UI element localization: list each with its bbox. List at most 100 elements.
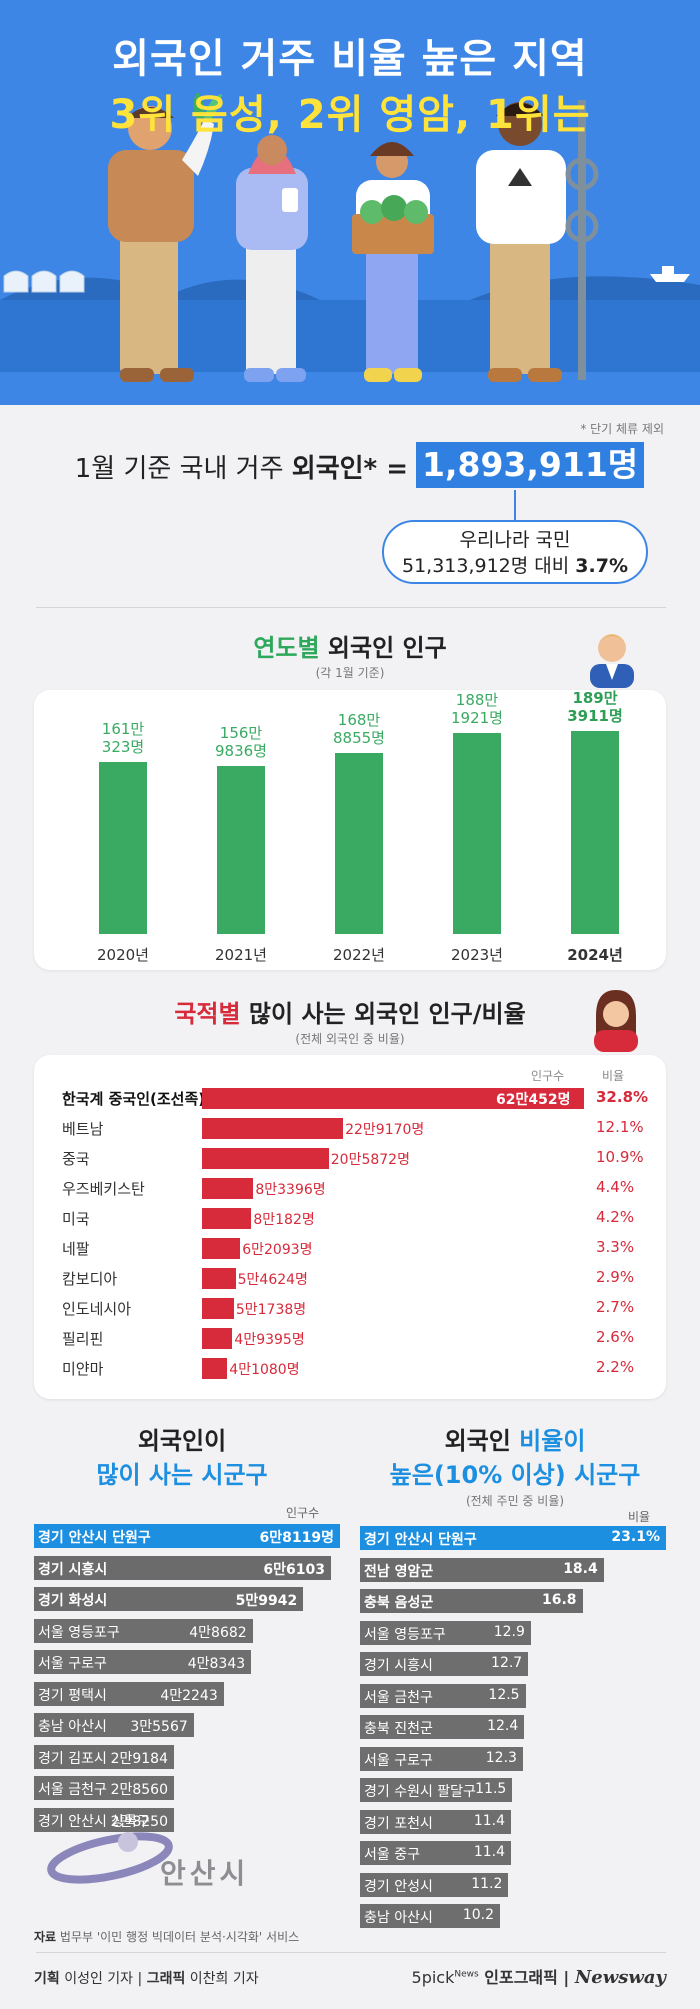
left_list-row: 서울 구로구 4만8343 bbox=[34, 1650, 252, 1674]
right-title-line1-a: 외국인 bbox=[444, 1427, 520, 1455]
nationality-value: 6만2093명 bbox=[242, 1242, 313, 1258]
left_list-value: 2만8250 bbox=[110, 1813, 168, 1830]
left-title-line2: 많이 사는 시군구 bbox=[96, 1461, 268, 1489]
year-tick-label: 2020년 bbox=[97, 946, 149, 964]
year-bar bbox=[453, 732, 501, 934]
right_list-row: 경기 안산시 단원구 23.1% bbox=[360, 1526, 666, 1550]
credit-graphic-label: 그래픽 bbox=[146, 1971, 186, 1987]
right_list-name: 서울 구로구 bbox=[364, 1752, 433, 1769]
nationality-value: 8만182명 bbox=[253, 1212, 315, 1228]
left_list-name: 경기 시흥시 bbox=[38, 1561, 108, 1578]
yearly-subtitle: (각 1월 기준) bbox=[315, 666, 385, 680]
nationality-bar bbox=[202, 1088, 584, 1109]
ansan-logo-icon bbox=[47, 1832, 173, 1884]
credits: 기획 이성인 기자 | 그래픽 이찬희 기자 bbox=[34, 1968, 259, 1988]
year-tick-label: 2023년 bbox=[451, 946, 503, 964]
right_list-value: 11.4 bbox=[473, 1844, 505, 1860]
nationality-bar bbox=[202, 1328, 233, 1349]
right_list-row: 충북 진천군 12.4 bbox=[360, 1715, 525, 1739]
yearly-title-accent: 연도별 bbox=[253, 634, 320, 662]
left_list-row: 경기 시흥시 6만6103 bbox=[34, 1555, 331, 1580]
right_list-row: 경기 수원시 팔달구 11.5 bbox=[360, 1778, 513, 1802]
nationality-name: 중국 bbox=[62, 1150, 90, 1168]
nationality-name: 한국계 중국인(조선족) bbox=[62, 1090, 206, 1108]
hero-illustration bbox=[0, 92, 700, 405]
credit-plan: 이성인 기자 | bbox=[59, 1971, 147, 1987]
nationality-bar bbox=[202, 1268, 236, 1289]
share-box: 우리나라 국민 51,313,912명 대비 3.7% bbox=[382, 520, 648, 584]
left_list-value: 3만5567 bbox=[130, 1719, 188, 1735]
left_list-row: 경기 안산시 상록구 2만8250 bbox=[34, 1807, 174, 1832]
right-list: 경기 안산시 단원구 23.1% 전남 영암군 18.4 충북 음성군 16.8 서울 영등… bbox=[360, 1526, 670, 1928]
nationality-value: 5만1738명 bbox=[235, 1302, 307, 1318]
year-value-label: 188만 1921명 bbox=[422, 691, 532, 727]
nationality-title-accent: 국적별 bbox=[174, 1000, 241, 1028]
total-label-prefix: 1월 기준 국내 거주 bbox=[74, 454, 292, 484]
nationality-title-rest: 많이 사는 외국인 인구/비율 bbox=[240, 1000, 526, 1028]
nationality-bar bbox=[202, 1118, 344, 1139]
right_list-row: 서울 중구 11.4 bbox=[360, 1841, 511, 1865]
left_list-name: 경기 평택시 bbox=[38, 1687, 107, 1704]
right_list-value: 11.5 bbox=[475, 1781, 507, 1797]
total-summary: 1월 기준 국내 거주 외국인* = 1,893,911명 bbox=[0, 440, 700, 490]
nationality-bar bbox=[202, 1148, 329, 1169]
right_list-value: 12.4 bbox=[487, 1718, 519, 1734]
nationality-pct: 32.8% bbox=[596, 1088, 649, 1106]
divider bbox=[36, 607, 666, 608]
nationality-pct: 2.2% bbox=[596, 1358, 635, 1376]
nationality-pct: 4.2% bbox=[596, 1208, 635, 1226]
right_list-name: 경기 수원시 팔달구 bbox=[364, 1784, 476, 1800]
nationality-bar bbox=[202, 1238, 241, 1259]
nationality-name: 인도네시아 bbox=[62, 1300, 132, 1318]
nationality-name: 미국 bbox=[62, 1210, 90, 1228]
right_list-value: 23.1% bbox=[611, 1529, 660, 1545]
left-list: 경기 안산시 단원구 6만8119명 경기 시흥시 6만6103 경기 화성시 5만994… bbox=[34, 1524, 344, 1844]
left_list-row: 서울 영등포구 4만8682 bbox=[34, 1618, 253, 1643]
nationality-pct: 10.9% bbox=[596, 1148, 644, 1166]
nationality-pct: 2.6% bbox=[596, 1328, 635, 1346]
source-label: 자료 bbox=[34, 1930, 57, 1944]
brand-5pick: 5pick bbox=[411, 1968, 455, 1987]
right_list-name: 경기 안산시 단원구 bbox=[364, 1532, 477, 1548]
nationality-name: 캄보디아 bbox=[62, 1270, 118, 1288]
right_list-name: 충북 진천군 bbox=[364, 1721, 433, 1737]
nationality-row: 캄보디아 5만4624명 2.9% bbox=[34, 1265, 666, 1291]
nationality-name: 우즈베키스탄 bbox=[62, 1180, 145, 1198]
left_list-name: 경기 김포시 bbox=[38, 1750, 107, 1767]
nationality-row: 인도네시아 5만1738명 2.7% bbox=[34, 1295, 666, 1321]
left_list-row: 경기 평택시 4만2243 bbox=[34, 1681, 224, 1706]
year-value-line1: 156만 bbox=[219, 724, 263, 743]
left_list-value: 5만9942 bbox=[235, 1593, 298, 1609]
nationality-pct: 4.4% bbox=[596, 1178, 635, 1196]
left_list-row: 경기 김포시 2만9184 bbox=[34, 1744, 174, 1769]
yearly-title: 연도별 외국인 인구 bbox=[0, 628, 700, 663]
nationality-bar bbox=[202, 1298, 234, 1319]
nationality-value: 4만1080명 bbox=[229, 1362, 300, 1378]
hero-title-line1: 외국인 거주 비율 높은 지역 bbox=[112, 36, 588, 82]
nationality-value: 20만5872명 bbox=[330, 1152, 410, 1168]
right_list-name: 서울 영등포구 bbox=[364, 1626, 446, 1643]
left_list-name: 경기 안산시 단원구 bbox=[38, 1530, 151, 1546]
nationality-bar bbox=[202, 1208, 252, 1229]
left_list-name: 충남 아산시 bbox=[38, 1719, 107, 1735]
nationality-name: 필리핀 bbox=[62, 1330, 104, 1348]
total-label-bold: 외국인* = bbox=[291, 454, 408, 484]
share-line2-prefix: 51,313,912명 대비 bbox=[401, 555, 576, 577]
nationality-subtitle: (전체 외국인 중 비율) bbox=[295, 1032, 405, 1046]
right_list-name: 서울 중구 bbox=[364, 1847, 420, 1863]
left_list-value: 2만8560 bbox=[110, 1782, 168, 1798]
credit-plan-label: 기획 bbox=[34, 1971, 60, 1987]
left_list-value: 2만9184 bbox=[110, 1750, 168, 1767]
right-title-line1: 외국인 비율이 bbox=[345, 1424, 685, 1458]
right_list-row: 서울 영등포구 12.9 bbox=[360, 1620, 531, 1645]
left_list-value: 4만2243 bbox=[160, 1687, 218, 1704]
yearly-plot: 161만 323명 2020년 156만 9836명 2021년 168만 8855명 2022… bbox=[34, 689, 666, 970]
nationality-value: 8만3396명 bbox=[255, 1182, 326, 1198]
nationality-pct: 2.7% bbox=[596, 1298, 635, 1316]
year-bar bbox=[217, 766, 265, 934]
year-value-line1: 189만 bbox=[572, 689, 618, 708]
right_list-row: 경기 포천시 11.4 bbox=[360, 1809, 511, 1834]
nationality-pct: 3.3% bbox=[596, 1238, 635, 1256]
year-value-line1: 161만 bbox=[101, 719, 145, 738]
right_list-row: 서울 금천구 12.5 bbox=[360, 1683, 526, 1708]
